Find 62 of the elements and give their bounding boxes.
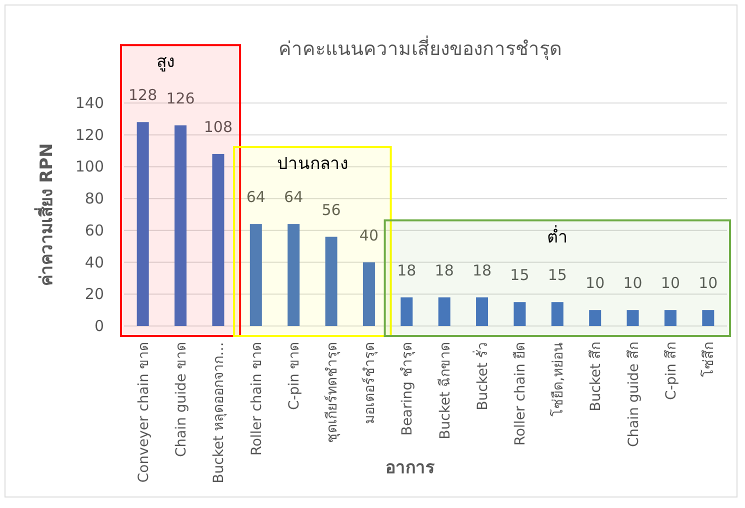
x-tick-label: Bucket รั่ว bbox=[473, 342, 492, 410]
y-tick-label: 80 bbox=[84, 190, 104, 208]
data-label: 128 bbox=[128, 86, 158, 104]
x-tick-label: Chain guide สึก bbox=[626, 342, 642, 448]
band-label: ต่ำ bbox=[546, 224, 568, 248]
data-label: 126 bbox=[166, 89, 195, 108]
bar bbox=[325, 236, 338, 326]
data-label: 10 bbox=[586, 274, 605, 292]
bar bbox=[702, 310, 714, 326]
data-label: 56 bbox=[322, 200, 341, 219]
bar bbox=[589, 310, 602, 326]
data-label: 18 bbox=[472, 261, 492, 280]
data-label: 15 bbox=[510, 266, 530, 284]
bar bbox=[664, 310, 676, 326]
x-tick-label: Bucket หลุดออกจาก… bbox=[211, 342, 228, 484]
x-tick-label: มอเตอร์ชำรุด bbox=[360, 342, 378, 424]
y-tick-label: 40 bbox=[84, 253, 104, 272]
bar bbox=[438, 297, 450, 326]
data-label: 64 bbox=[246, 188, 266, 206]
x-tick-label: Roller chain ยืด bbox=[512, 342, 529, 446]
y-axis-title: ค่าความเสี่ยง RPN bbox=[34, 143, 57, 286]
y-tick-label: 140 bbox=[75, 94, 104, 112]
bar bbox=[362, 262, 375, 326]
data-label: 18 bbox=[434, 261, 454, 280]
bar bbox=[514, 302, 526, 326]
bar bbox=[250, 224, 262, 326]
x-tick-label: Bucket ฉีกขาด bbox=[437, 342, 454, 440]
x-tick-label: Conveyer chain ขาด bbox=[136, 342, 152, 483]
bar bbox=[400, 297, 413, 326]
bar bbox=[212, 154, 224, 326]
band-label: ปานกลาง bbox=[276, 154, 348, 174]
data-label: 108 bbox=[204, 118, 233, 136]
x-tick-label: C-pin สึก bbox=[663, 342, 680, 400]
bar bbox=[626, 310, 639, 326]
bar bbox=[476, 297, 488, 326]
x-tick-label: C-pin ขาด bbox=[286, 342, 303, 410]
x-axis-title: อาการ bbox=[386, 458, 436, 478]
x-tick-label: Chain guide ขาด bbox=[174, 342, 190, 458]
bar bbox=[288, 224, 300, 326]
data-label: 64 bbox=[284, 188, 304, 206]
bar bbox=[136, 122, 149, 326]
x-tick-label: โซ่ยืด,หย่อน bbox=[549, 342, 566, 416]
data-label: 10 bbox=[698, 274, 718, 292]
x-tick-label: ชุดเกียร์ทดชำรุด bbox=[323, 342, 340, 443]
x-tick-label: Bucket สึก bbox=[588, 342, 604, 412]
band-label: สูง bbox=[156, 52, 175, 72]
chart-title: ค่าคะแนนความเสี่ยงของการชำรุด bbox=[278, 35, 562, 61]
data-label: 40 bbox=[359, 226, 379, 244]
data-label: 10 bbox=[623, 274, 642, 292]
x-tick-label: โซ่สึก bbox=[700, 342, 718, 377]
y-tick-label: 120 bbox=[75, 126, 104, 144]
data-label: 18 bbox=[397, 261, 416, 280]
data-label: 15 bbox=[548, 266, 567, 284]
y-tick-label: 20 bbox=[84, 285, 104, 304]
data-label: 10 bbox=[660, 274, 680, 292]
y-tick-label: 100 bbox=[75, 158, 104, 176]
bar bbox=[174, 125, 187, 326]
x-tick-label: Roller chain ขาด bbox=[248, 342, 265, 456]
x-tick-label: Bearing ชำรุด bbox=[400, 342, 416, 436]
y-tick-label: 60 bbox=[84, 221, 104, 240]
bar bbox=[551, 302, 564, 326]
y-tick-label: 0 bbox=[94, 317, 104, 335]
